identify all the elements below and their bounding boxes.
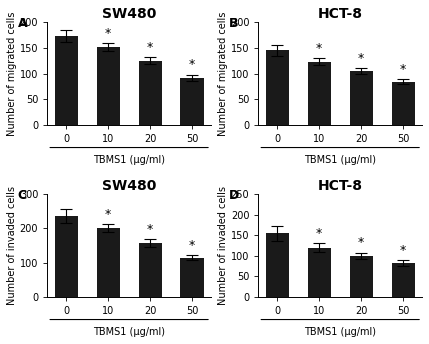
Text: D: D [229, 189, 239, 202]
Bar [392, 263, 414, 297]
Bar [392, 82, 414, 125]
Title: HCT-8: HCT-8 [318, 7, 363, 21]
Bar [350, 256, 373, 297]
Bar [308, 62, 331, 125]
Text: C: C [18, 189, 27, 202]
Title: SW480: SW480 [102, 179, 156, 193]
Text: *: * [189, 239, 195, 252]
Bar [308, 248, 331, 297]
Text: *: * [105, 26, 111, 40]
Bar [266, 50, 289, 125]
Text: *: * [316, 227, 322, 240]
Text: *: * [358, 236, 364, 249]
X-axis label: TBMS1 (µg/ml): TBMS1 (µg/ml) [304, 155, 376, 165]
Bar [266, 233, 289, 297]
Bar [54, 216, 78, 297]
Title: SW480: SW480 [102, 7, 156, 21]
Text: *: * [189, 58, 195, 72]
Text: *: * [316, 42, 322, 55]
Text: *: * [147, 41, 153, 54]
Y-axis label: Number of migrated cells: Number of migrated cells [218, 11, 228, 136]
Text: *: * [105, 208, 111, 221]
X-axis label: TBMS1 (µg/ml): TBMS1 (µg/ml) [93, 327, 165, 337]
Title: HCT-8: HCT-8 [318, 179, 363, 193]
Bar [139, 243, 162, 297]
Y-axis label: Number of invaded cells: Number of invaded cells [7, 186, 17, 305]
Text: B: B [229, 17, 239, 30]
Y-axis label: Number of invaded cells: Number of invaded cells [218, 186, 228, 305]
Text: *: * [147, 223, 153, 236]
Bar [181, 258, 203, 297]
Bar [139, 61, 162, 125]
Text: *: * [400, 63, 406, 76]
Text: A: A [18, 17, 27, 30]
Bar [97, 47, 120, 125]
Bar [97, 228, 120, 297]
Y-axis label: Number of migrated cells: Number of migrated cells [7, 11, 17, 136]
Text: *: * [358, 52, 364, 65]
Text: *: * [400, 244, 406, 257]
X-axis label: TBMS1 (µg/ml): TBMS1 (µg/ml) [93, 155, 165, 165]
Bar [350, 71, 373, 125]
X-axis label: TBMS1 (µg/ml): TBMS1 (µg/ml) [304, 327, 376, 337]
Bar [54, 36, 78, 125]
Bar [181, 78, 203, 125]
